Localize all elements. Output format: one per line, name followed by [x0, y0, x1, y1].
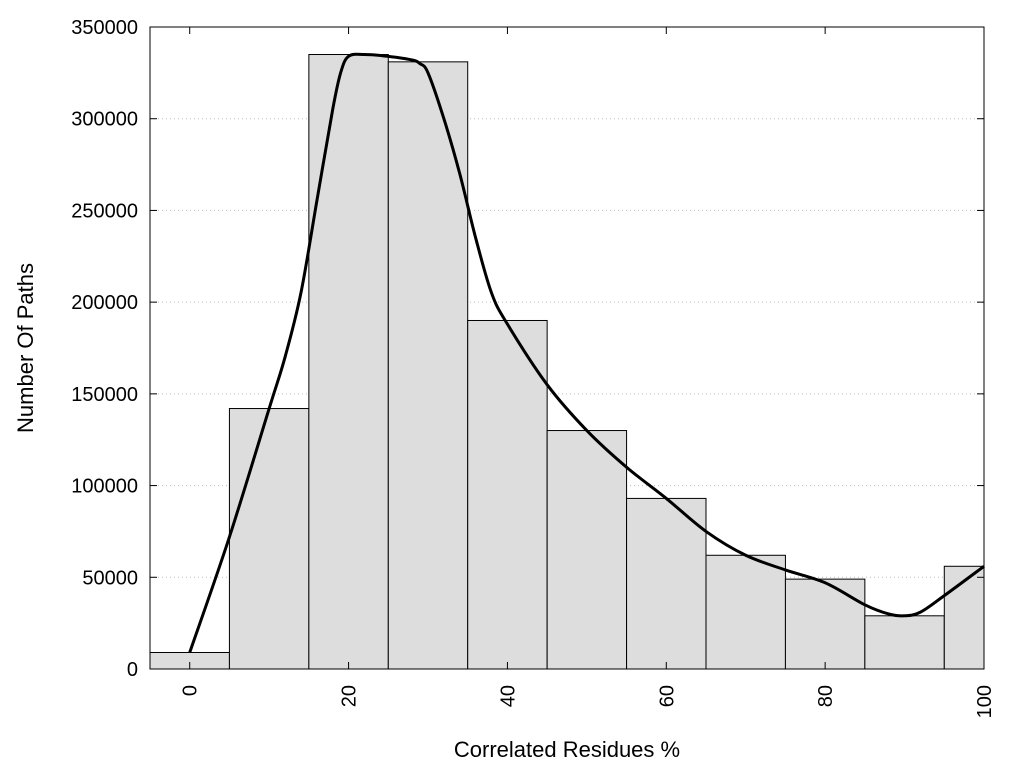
x-tick-label: 100 [974, 685, 996, 718]
density-curve-line [188, 52, 985, 653]
y-tick-label: 350000 [71, 17, 138, 39]
bar [705, 554, 786, 670]
bar [308, 54, 389, 670]
y-tick-label: 150000 [71, 384, 138, 406]
x-tick-label: 40 [497, 685, 519, 707]
bar [387, 61, 469, 670]
bar [546, 430, 628, 670]
tick-labels: 0 50000 100000 150000 200000 250000 300000 3500… [71, 17, 996, 718]
y-axis-label: Number Of Paths [13, 263, 38, 433]
plot-frame [149, 26, 985, 670]
y-tick-label: 0 [127, 659, 138, 681]
x-axis-label: Correlated Residues % [454, 737, 680, 762]
bar [864, 615, 945, 670]
y-tick-label: 200000 [71, 292, 138, 314]
x-tick-label: 60 [656, 685, 678, 707]
density-curve [188, 52, 985, 653]
y-tick-label: 250000 [71, 200, 138, 222]
y-tick-label: 50000 [82, 567, 138, 589]
x-tick-label: 0 [180, 685, 202, 696]
bar [228, 408, 310, 670]
bar [784, 578, 866, 670]
y-tick-label: 100000 [71, 476, 138, 498]
x-tick-label: 20 [339, 685, 361, 707]
bars [149, 54, 985, 670]
x-tick-label: 80 [815, 685, 837, 707]
ticks [150, 26, 985, 670]
bar [467, 319, 548, 670]
y-tick-label: 300000 [71, 109, 138, 131]
